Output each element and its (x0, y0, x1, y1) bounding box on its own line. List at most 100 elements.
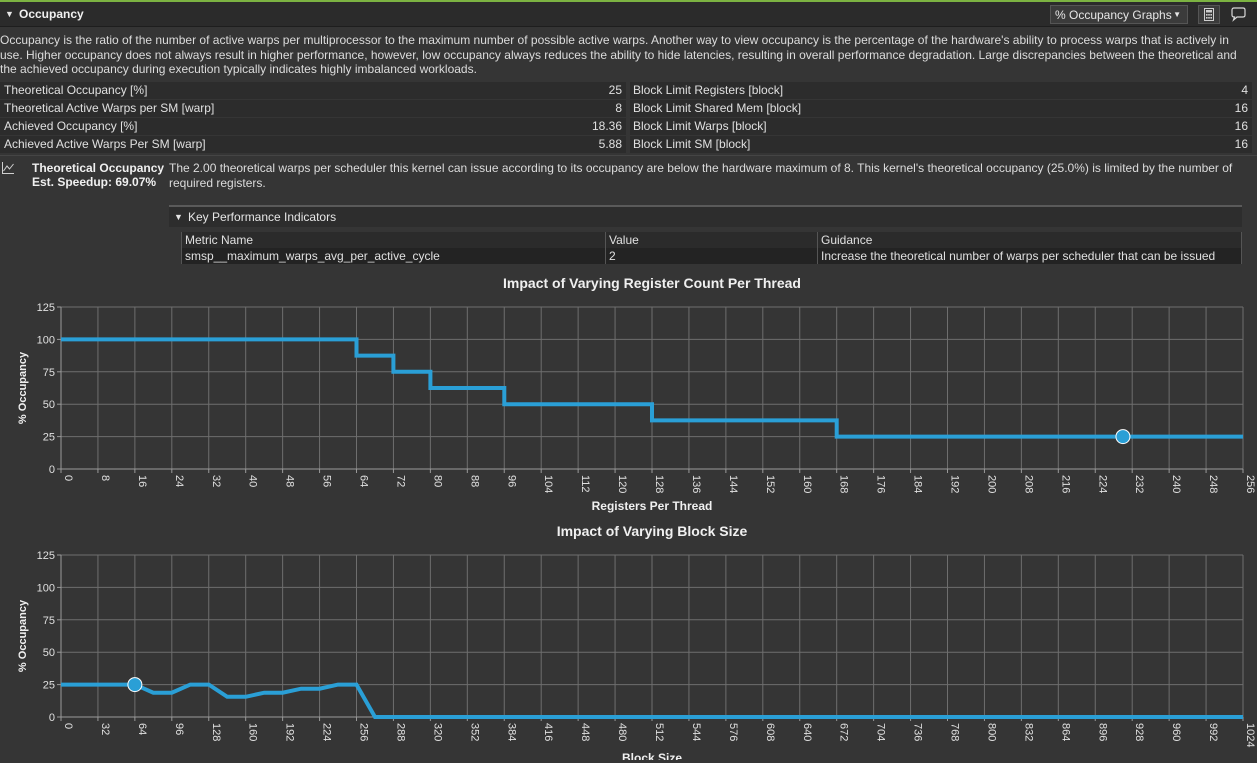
metric-value: 18.36 (591, 119, 622, 133)
x-tick-label: 104 (542, 475, 554, 493)
x-tick-label: 136 (690, 475, 702, 493)
x-tick-label: 40 (247, 475, 259, 487)
kpi-section-header[interactable]: ▼ Key Performance Indicators (169, 205, 1242, 227)
register-occupancy-svg: Impact of Varying Register Count Per Thr… (17, 275, 1256, 513)
rule-body: The 2.00 theoretical warps per scheduler… (169, 161, 1233, 190)
x-tick-label: 0 (62, 475, 74, 481)
metrics-row: Theoretical Active Warps per SM [warp] 8… (0, 100, 1252, 118)
section-header[interactable]: ▼ Occupancy % Occupancy Graphs ▼ (0, 2, 1257, 27)
metric-label: Block Limit Registers [block] (630, 82, 1252, 99)
x-tick-label: 96 (173, 723, 185, 735)
table-cell: Increase the theoretical number of warps… (817, 248, 1242, 264)
x-tick-label: 112 (579, 475, 591, 493)
accent-bar (0, 0, 1257, 2)
x-tick-label: 640 (801, 723, 813, 741)
metric-label: Block Limit Warps [block] (630, 118, 1252, 135)
metric-label: Achieved Active Warps Per SM [warp] (0, 136, 626, 153)
y-tick-label: 25 (43, 680, 55, 692)
x-tick-label: 416 (542, 723, 554, 741)
line-chart-icon (2, 162, 14, 174)
y-tick-label: 125 (37, 550, 55, 562)
metric-value: 16 (1234, 119, 1248, 133)
x-tick-label: 24 (173, 475, 185, 487)
x-tick-label: 216 (1059, 475, 1071, 493)
metric-value: 8 (615, 101, 622, 115)
collapse-triangle-icon[interactable]: ▼ (174, 212, 183, 222)
register-occupancy-chart: Impact of Varying Register Count Per Thr… (0, 274, 1257, 519)
x-tick-label: 864 (1059, 723, 1071, 741)
x-tick-label: 736 (912, 723, 924, 741)
y-tick-label: 100 (37, 582, 55, 594)
y-axis-label: % Occupancy (17, 351, 29, 424)
comment-icon (1231, 7, 1246, 22)
x-tick-label: 704 (875, 723, 887, 741)
x-tick-label: 384 (505, 723, 517, 741)
x-tick-label: 832 (1022, 723, 1034, 741)
metric-value: 5.88 (598, 137, 622, 151)
y-tick-label: 50 (43, 399, 55, 411)
current-config-marker[interactable] (127, 677, 143, 693)
x-tick-label: 0 (62, 723, 74, 729)
y-axis-label: % Occupancy (17, 599, 29, 672)
calculator-button[interactable] (1198, 5, 1220, 24)
current-config-marker[interactable] (1115, 429, 1131, 445)
x-tick-label: 240 (1170, 475, 1182, 493)
x-tick-label: 160 (247, 723, 259, 741)
metric-label: Block Limit Shared Mem [block] (630, 100, 1252, 117)
x-tick-label: 512 (653, 723, 665, 741)
x-tick-label: 160 (801, 475, 813, 493)
chart-title: Impact of Varying Register Count Per Thr… (503, 275, 801, 291)
column-header[interactable]: Metric Name (181, 232, 605, 248)
x-tick-label: 544 (690, 723, 702, 741)
x-tick-label: 192 (284, 723, 296, 741)
x-tick-label: 32 (99, 723, 111, 735)
column-header[interactable]: Guidance (817, 232, 1242, 248)
y-tick-label: 0 (49, 712, 55, 724)
x-tick-label: 320 (431, 723, 443, 741)
calculator-icon (1204, 8, 1214, 21)
blocksize-occupancy-chart: Impact of Varying Block Size 0 32 64 96 128 16… (0, 522, 1257, 763)
x-tick-label: 224 (321, 723, 333, 741)
column-header[interactable]: Value (605, 232, 817, 248)
collapse-triangle-icon[interactable]: ▼ (5, 9, 14, 19)
kpi-title: Key Performance Indicators (188, 210, 337, 224)
x-tick-label: 1024 (1244, 723, 1256, 747)
x-tick-label: 64 (136, 723, 148, 735)
comment-button[interactable] (1228, 5, 1250, 24)
x-tick-label: 72 (394, 475, 406, 487)
x-tick-label: 896 (1096, 723, 1108, 741)
x-tick-label: 200 (985, 475, 997, 493)
x-tick-label: 800 (985, 723, 997, 741)
metrics-row: Achieved Occupancy [%] 18.36 Block Limit… (0, 118, 1252, 136)
metrics-row: Theoretical Occupancy [%] 25 Block Limit… (0, 82, 1252, 100)
x-tick-label: 128 (653, 475, 665, 493)
y-tick-label: 75 (43, 615, 55, 627)
y-tick-label: 125 (37, 302, 55, 314)
metric-value: 16 (1234, 137, 1248, 151)
x-tick-label: 168 (838, 475, 850, 493)
metric-label: Theoretical Active Warps per SM [warp] (0, 100, 626, 117)
rule-header: Theoretical Occupancy Est. Speedup: 69.0… (32, 161, 164, 189)
x-tick-label: 224 (1096, 475, 1108, 493)
x-tick-label: 960 (1170, 723, 1182, 741)
graph-view-dropdown[interactable]: % Occupancy Graphs ▼ (1050, 5, 1188, 24)
x-tick-label: 248 (1207, 475, 1219, 493)
x-tick-label: 184 (912, 475, 924, 493)
metric-label: Achieved Occupancy [%] (0, 118, 626, 135)
chart-title: Impact of Varying Block Size (557, 523, 748, 539)
x-tick-label: 32 (210, 475, 222, 487)
metric-value: 16 (1234, 101, 1248, 115)
x-tick-label: 256 (358, 723, 370, 741)
metric-value: 25 (608, 83, 622, 97)
x-tick-label: 208 (1022, 475, 1034, 493)
metrics-row: Achieved Active Warps Per SM [warp] 5.88… (0, 136, 1252, 154)
x-tick-label: 256 (1244, 475, 1256, 493)
y-tick-label: 0 (49, 464, 55, 476)
section-title: Occupancy (19, 7, 84, 21)
rule-speedup: Est. Speedup: 69.07% (32, 175, 157, 189)
table-row[interactable]: smsp__maximum_warps_avg_per_active_cycle… (181, 248, 1242, 264)
table-header-row: Metric Name Value Guidance (181, 232, 1242, 248)
metric-label: Theoretical Occupancy [%] (0, 82, 626, 99)
x-tick-label: 480 (616, 723, 628, 741)
x-axis-label: Registers Per Thread (592, 499, 713, 513)
